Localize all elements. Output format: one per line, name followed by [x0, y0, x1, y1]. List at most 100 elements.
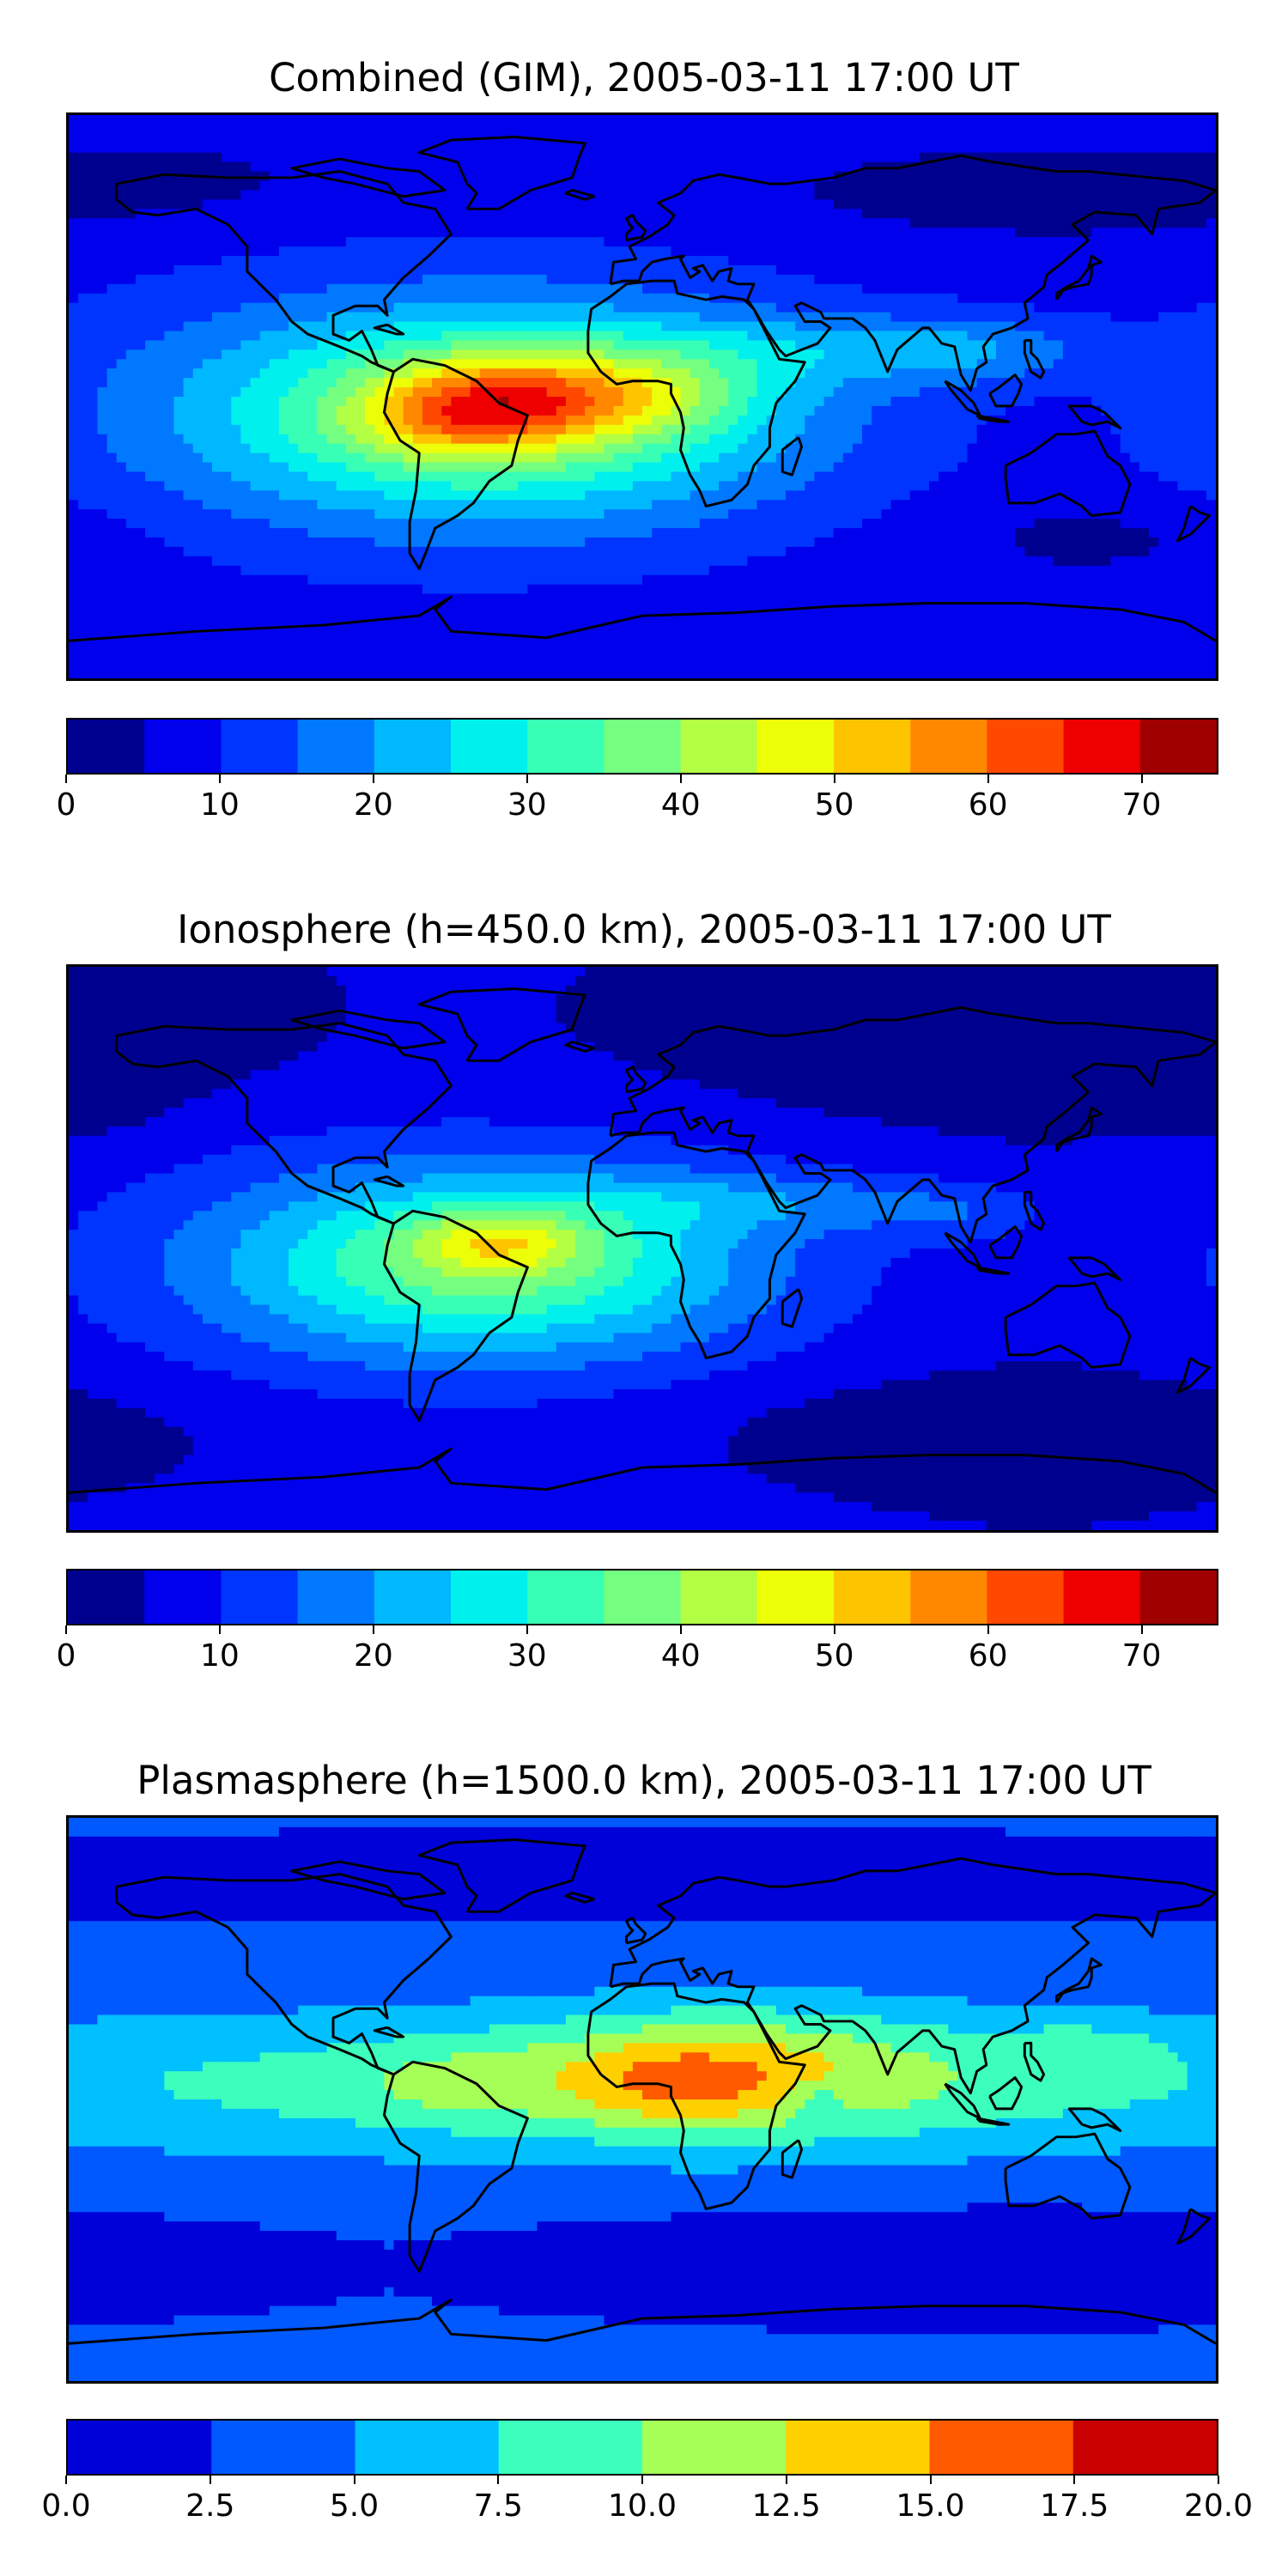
colorbar-ticks-ionosphere: 0 10 20 30 40 50 60 70 [57, 1625, 1218, 1677]
coastline [1176, 1357, 1212, 1394]
coastline [290, 157, 447, 198]
coastline [624, 214, 647, 242]
coastlines [69, 135, 1216, 642]
colorbar-tick-label: 7.5 [474, 2488, 523, 2525]
chart-title: Plasmasphere (h=1500.0 km), 2005-03-11 1… [0, 1759, 1288, 1803]
colorbar-ticks-plasmasphere: 0.0 2.5 5.0 7.5 10.0 12.5 15.0 17.5 20.0 [41, 2476, 1253, 2527]
coastline [609, 1856, 1216, 2095]
colorbar-segment [1139, 1571, 1217, 1624]
colorbar-segment [604, 720, 682, 773]
coastline [69, 1447, 1216, 1494]
colorbar-tick [679, 1625, 682, 1634]
coastline [975, 2117, 1011, 2126]
colorbar-tick [372, 1625, 374, 1634]
colorbar-tick-label: 0 [57, 1637, 76, 1675]
coastline [1067, 2107, 1122, 2132]
colorbar-segment [211, 2421, 355, 2474]
colorbar-segment [786, 2421, 930, 2474]
coastline [1004, 1281, 1132, 1370]
colorbar-tick-label: 0 [57, 787, 76, 824]
coastline [373, 323, 405, 336]
colorbar-segment [527, 1571, 605, 1624]
colorbar-tick-label: 10.0 [608, 2488, 677, 2525]
coastline [1054, 254, 1103, 301]
map-ionosphere [66, 964, 1218, 1533]
coastline [988, 374, 1024, 408]
coastline [1023, 338, 1046, 380]
coastline [586, 279, 806, 508]
colorbar-tick-label: 30 [507, 1637, 547, 1675]
colorbar-segment [355, 2421, 500, 2474]
colorbar-segment [498, 2421, 643, 2474]
colorbar-plasmasphere [66, 2419, 1218, 2476]
colorbar-segment [1139, 720, 1217, 773]
colorbar-tick [65, 775, 67, 783]
colorbar-tick-label: 17.5 [1040, 2488, 1109, 2525]
colorbar-tick-label: 60 [969, 1637, 1008, 1675]
colorbar-tick-label: 50 [815, 787, 854, 824]
colorbar-segment [834, 720, 911, 773]
coastline [382, 1209, 529, 1422]
colorbar-segment [451, 1571, 528, 1624]
colorbar-segment [297, 720, 375, 773]
colorbar-segment [680, 720, 758, 773]
colorbar-segment [756, 1571, 835, 1624]
coastline [564, 189, 595, 201]
coastline [1004, 429, 1132, 518]
coastline [69, 595, 1216, 642]
colorbar-segment [1063, 720, 1141, 773]
colorbar-segment [221, 720, 299, 773]
coastline [115, 1022, 453, 1225]
colorbar-tick [929, 2476, 932, 2484]
tec-map-ionosphere [69, 967, 1216, 1530]
colorbar-tick [679, 775, 682, 783]
chart-title: Combined (GIM), 2005-03-11 17:00 UT [0, 56, 1288, 100]
colorbar-tick-label: 40 [661, 787, 701, 824]
colorbar-tick-label: 10 [200, 1637, 240, 1675]
colorbar-combined [66, 718, 1218, 775]
colorbar-tick [526, 775, 528, 783]
colorbar-tick [1140, 1625, 1143, 1634]
colorbar-segment [987, 720, 1065, 773]
coastline [1054, 1957, 1103, 2003]
colorbar-segment [987, 1571, 1065, 1624]
colorbar-tick-label: 2.5 [185, 2488, 234, 2525]
coastline [1067, 404, 1122, 429]
coastline [417, 987, 586, 1062]
colorbar-segment [374, 720, 452, 773]
colorbar-segment [144, 1571, 222, 1624]
colorbar-segment [929, 2421, 1074, 2474]
colorbar-tick [372, 775, 374, 783]
coastline [382, 357, 529, 570]
tec-map-plasmasphere [69, 1818, 1216, 2381]
coastline [609, 1005, 1216, 1244]
coastline [290, 1009, 447, 1050]
colorbar-ionosphere [66, 1569, 1218, 1625]
coastline [69, 2298, 1216, 2345]
colorbar-tick-label: 20 [354, 1637, 393, 1675]
colorbar-segment [642, 2421, 787, 2474]
coastline [564, 1041, 595, 1053]
colorbar-segment [68, 720, 145, 773]
coastline [564, 1892, 595, 1904]
colorbar-segment [374, 1571, 452, 1624]
tec-map-combined [69, 115, 1216, 678]
coastline [988, 2076, 1024, 2111]
colorbar-tick-label: 60 [969, 787, 1008, 824]
coastline [1054, 1106, 1103, 1152]
coastline [609, 154, 1216, 392]
colorbar-segment [144, 720, 222, 773]
coastline [417, 1838, 586, 1913]
coastline [115, 1873, 453, 2076]
colorbar-tick-label: 10 [200, 787, 240, 824]
coastline [586, 1131, 806, 1360]
colorbar-segment [834, 1571, 911, 1624]
coastline [988, 1225, 1024, 1260]
coastline [1023, 1190, 1046, 1231]
colorbar-tick-label: 30 [507, 787, 547, 824]
field-cells [69, 967, 1216, 1530]
colorbar-tick [1073, 2476, 1076, 2484]
colorbar-tick [497, 2476, 500, 2484]
coastline [373, 2026, 405, 2038]
colorbar-ticks-combined: 0 10 20 30 40 50 60 70 [57, 775, 1218, 826]
